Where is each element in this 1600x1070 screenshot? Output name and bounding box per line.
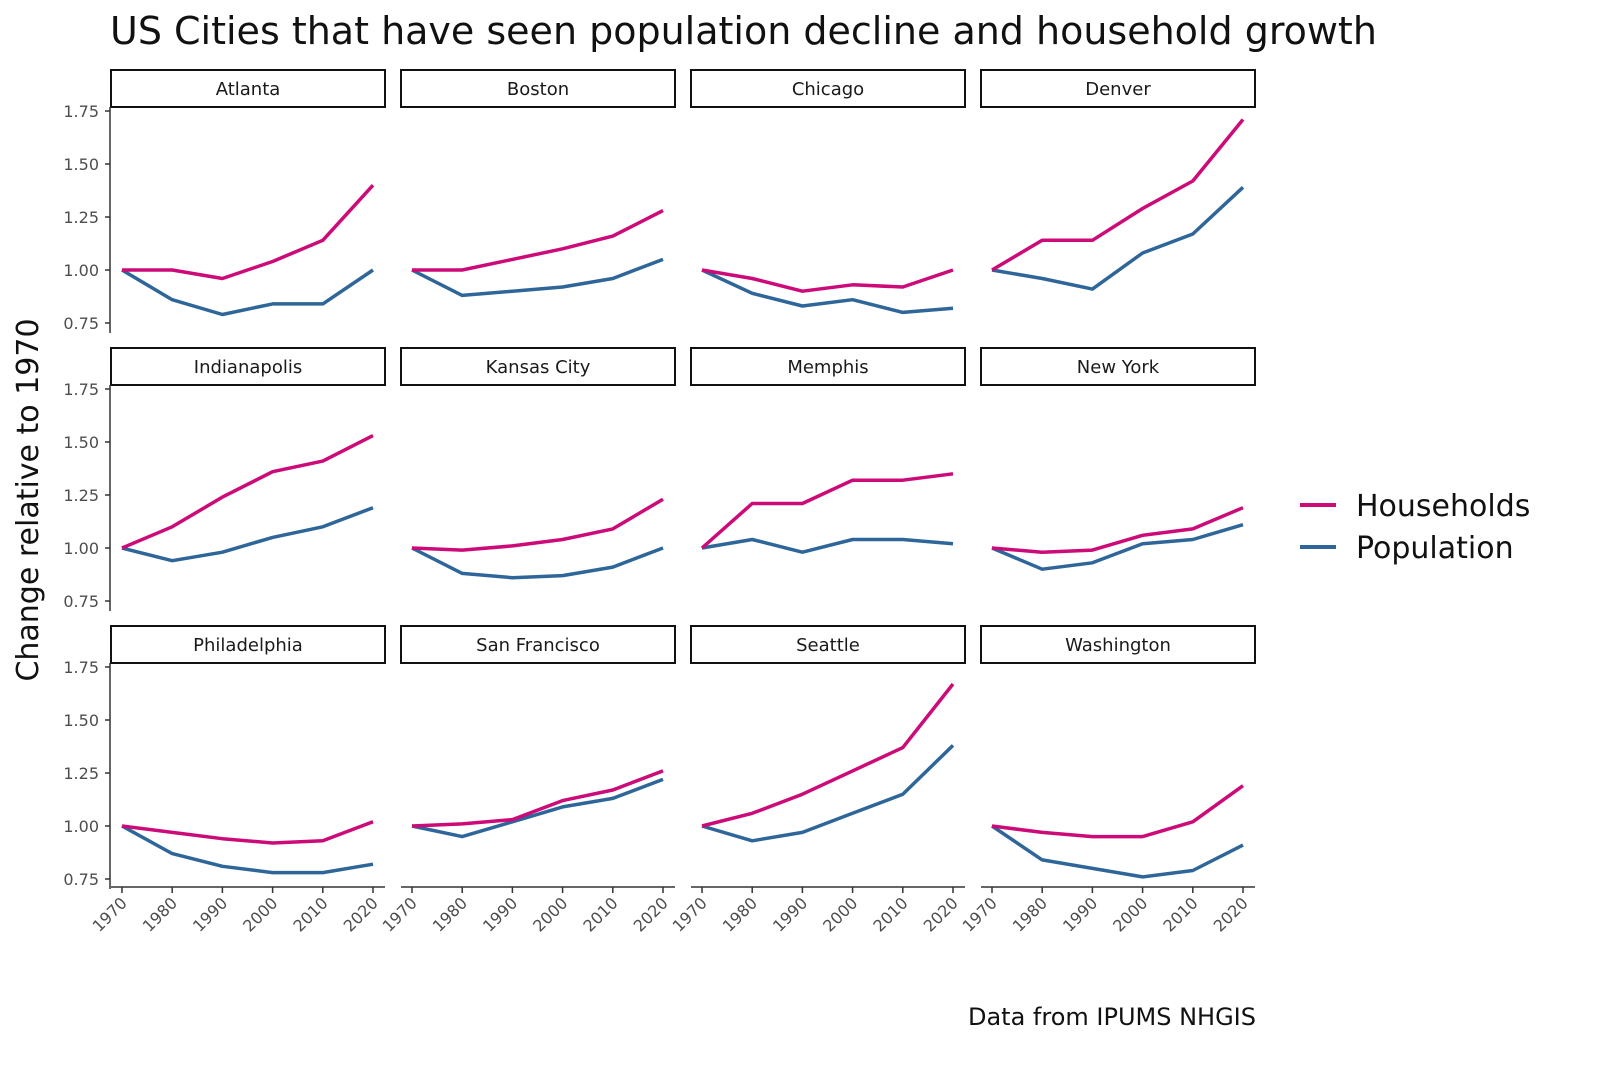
chart-title: US Cities that have seen population decl… (110, 9, 1377, 53)
legend: Households Population (1300, 489, 1530, 566)
y-tick-label: 1.25 (63, 208, 99, 227)
series-line-population (412, 259, 663, 295)
legend-label-population: Population (1356, 531, 1514, 566)
facet-panel: Denver (981, 70, 1255, 289)
series-line-households (412, 211, 663, 270)
legend-label-households: Households (1356, 489, 1530, 524)
series-line-population (122, 270, 373, 315)
y-tick-label: 1.50 (63, 155, 99, 174)
x-tick-label: 1980 (719, 893, 761, 935)
x-tick-label: 2020 (630, 893, 672, 935)
series-line-households (992, 786, 1243, 837)
x-tick-label: 2010 (1159, 893, 1201, 935)
x-tick-label: 2020 (340, 893, 382, 935)
facet-strip-label: Atlanta (216, 79, 281, 100)
caption: Data from IPUMS NHGIS (968, 1003, 1256, 1031)
y-tick-label: 1.50 (63, 433, 99, 452)
series-line-households (122, 185, 373, 278)
facet-strip-label: Denver (1085, 79, 1151, 100)
x-tick-label: 2010 (289, 893, 331, 935)
x-tick-label: 1990 (769, 893, 811, 935)
series-line-population (412, 548, 663, 578)
series-line-households (992, 120, 1243, 271)
series-line-households (122, 436, 373, 548)
facet-panel: Chicago (691, 70, 965, 313)
facet-panel: Boston (401, 70, 675, 296)
y-tick-label: 0.75 (63, 870, 99, 889)
facet-panel: New York (981, 348, 1255, 569)
facet-strip-label: Seattle (796, 635, 860, 656)
facet-strip-label: Washington (1065, 635, 1171, 656)
y-tick-label: 1.00 (63, 817, 99, 836)
y-tick-label: 1.25 (63, 764, 99, 783)
facet-strip-label: Boston (507, 79, 569, 100)
x-tick-label: 2010 (579, 893, 621, 935)
x-tick-label: 2020 (1210, 893, 1252, 935)
y-tick-label: 1.25 (63, 486, 99, 505)
x-tick-label: 2000 (239, 893, 281, 935)
facet-panel: Memphis (691, 348, 965, 552)
y-tick-label: 1.00 (63, 261, 99, 280)
x-tick-label: 2000 (1109, 893, 1151, 935)
facet-panel: Atlanta 0.75 1.00 1.25 1.50 1.75 (63, 70, 385, 333)
series-line-households (122, 822, 373, 843)
x-tick-label: 1990 (1059, 893, 1101, 935)
y-tick-label: 1.75 (63, 380, 99, 399)
series-line-population (122, 826, 373, 873)
y-tick-label: 1.75 (63, 658, 99, 677)
y-tick-label: 1.75 (63, 102, 99, 121)
facet-strip-label: Indianapolis (194, 357, 302, 378)
series-line-population (412, 779, 663, 836)
y-tick-label: 0.75 (63, 592, 99, 611)
series-line-households (992, 508, 1243, 553)
x-tick-label: 1990 (479, 893, 521, 935)
x-tick-label: 2000 (529, 893, 571, 935)
x-tick-label: 1980 (1009, 893, 1051, 935)
x-tick-label: 1970 (959, 893, 1001, 935)
y-tick-label: 0.75 (63, 314, 99, 333)
x-tick-label: 1980 (139, 893, 181, 935)
facet-strip-label: Kansas City (486, 357, 591, 378)
series-line-households (702, 474, 953, 548)
series-line-households (412, 771, 663, 826)
series-line-population (122, 508, 373, 561)
facet-strip-label: Philadelphia (193, 635, 303, 656)
x-tick-label: 1980 (429, 893, 471, 935)
series-line-population (702, 540, 953, 553)
facet-panel: Kansas City (401, 348, 675, 578)
series-line-population (702, 745, 953, 840)
series-line-population (992, 826, 1243, 877)
x-tick-label: 2020 (920, 893, 962, 935)
x-tick-label: 1970 (669, 893, 711, 935)
series-line-population (992, 187, 1243, 289)
y-axis-label: Change relative to 1970 (11, 318, 46, 681)
facet-strip-label: New York (1077, 357, 1160, 378)
x-tick-label: 2010 (869, 893, 911, 935)
x-tick-label: 1990 (189, 893, 231, 935)
facet-strip-label: Chicago (792, 79, 864, 100)
y-tick-label: 1.00 (63, 539, 99, 558)
x-tick-label: 2000 (819, 893, 861, 935)
x-tick-label: 1970 (89, 893, 131, 935)
facet-strip-label: Memphis (787, 357, 868, 378)
facet-strip-label: San Francisco (476, 635, 600, 656)
y-tick-label: 1.50 (63, 711, 99, 730)
facet-panel: Indianapolis 0.75 1.00 1.25 1.50 1.75 (63, 348, 385, 611)
series-line-households (702, 684, 953, 826)
x-tick-label: 1970 (379, 893, 421, 935)
series-line-population (992, 525, 1243, 570)
series-line-households (412, 499, 663, 550)
